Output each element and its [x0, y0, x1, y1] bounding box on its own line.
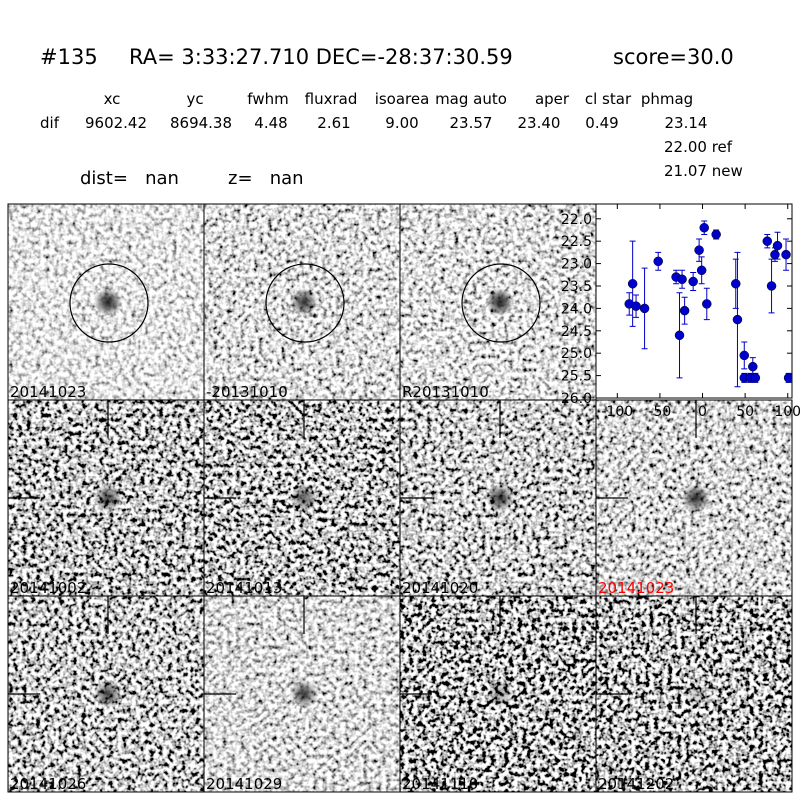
- y-tick-label: 25.0: [561, 346, 592, 362]
- source-blob: [94, 484, 122, 512]
- stamp-label: 20141023: [10, 383, 86, 401]
- row-label: dif: [40, 114, 60, 132]
- data-point: [731, 279, 741, 289]
- source-blob: [486, 484, 514, 512]
- column-header: yc: [186, 90, 203, 108]
- table-value: 0.49: [585, 114, 618, 132]
- source-blob: [486, 680, 514, 708]
- source-blob: [682, 680, 710, 708]
- data-point: [627, 279, 638, 289]
- x-tick-label: -50: [648, 404, 671, 420]
- table-value: 23.57: [450, 114, 493, 132]
- data-point: [750, 373, 761, 383]
- data-point: [711, 229, 721, 240]
- data-point: [739, 350, 750, 361]
- data-point: [762, 236, 773, 246]
- data-point: [770, 249, 780, 260]
- x-tick-label: 100: [774, 404, 800, 420]
- score: score=30.0: [613, 45, 734, 69]
- column-header: xc: [104, 90, 121, 108]
- y-tick-label: 23.5: [561, 279, 592, 295]
- source-blob: [682, 484, 710, 512]
- stamp-label: 20141002: [10, 579, 86, 597]
- y-tick-label: 22.0: [561, 212, 592, 228]
- aperture-circle: [69, 263, 149, 343]
- data-point: [688, 276, 698, 287]
- data-points: [624, 220, 792, 388]
- stamp-label: 20141110: [402, 775, 478, 793]
- data-point: [766, 281, 777, 291]
- stamp-label: 20141026: [10, 775, 86, 793]
- column-header: cl star: [585, 90, 632, 108]
- column-header: isoarea: [375, 90, 430, 108]
- data-point: [772, 240, 783, 251]
- object-id: #135: [40, 45, 98, 69]
- stamp-frame: [595, 595, 793, 793]
- stamp-label: 20141013: [206, 579, 282, 597]
- source-blob: [486, 288, 514, 316]
- source-blob: [94, 288, 122, 316]
- redshift: z= nan: [228, 168, 304, 189]
- column-header: aper: [535, 90, 570, 108]
- aperture-circle: [461, 263, 541, 343]
- phmag-new: 21.07 new: [664, 162, 743, 180]
- column-header: mag auto: [435, 90, 507, 108]
- x-tick-label: -100: [601, 404, 633, 420]
- data-point: [677, 274, 687, 285]
- data-point: [653, 256, 663, 267]
- source-blob: [290, 680, 318, 708]
- table-value: 8694.38: [170, 114, 232, 132]
- table-value: 9602.42: [85, 114, 147, 132]
- aperture-circle: [265, 263, 345, 343]
- data-point: [631, 301, 641, 311]
- table-value: 2.61: [317, 114, 350, 132]
- data-point: [702, 299, 712, 309]
- y-tick-label: 22.5: [561, 234, 592, 250]
- stamp-label: 20141023: [598, 579, 674, 597]
- source-blob: [290, 288, 318, 316]
- column-header: fluxrad: [305, 90, 358, 108]
- table-value: 9.00: [385, 114, 418, 132]
- table-value: 23.14: [665, 114, 708, 132]
- data-point: [639, 303, 650, 314]
- y-tick-label: 24.5: [561, 324, 592, 340]
- y-tick-label: 23.0: [561, 257, 592, 273]
- stamp-label: -20131010: [206, 383, 288, 401]
- stamp-label: R20131010: [402, 383, 489, 401]
- data-point: [732, 314, 743, 325]
- data-point: [781, 249, 791, 260]
- data-point: [748, 361, 758, 372]
- x-tick-label: 0: [698, 404, 707, 420]
- table-value: 4.48: [254, 114, 287, 132]
- data-point: [783, 373, 792, 383]
- phmag-ref: 22.00 ref: [664, 138, 733, 156]
- stamp-label: 20141029: [206, 775, 282, 793]
- source-blob: [290, 484, 318, 512]
- data-point: [694, 245, 704, 255]
- data-point: [679, 305, 690, 316]
- dist: dist= nan: [80, 168, 179, 189]
- source-blob: [94, 680, 122, 708]
- plot-area: [595, 203, 793, 399]
- column-header: fwhm: [247, 90, 288, 108]
- table-value: 23.40: [518, 114, 561, 132]
- x-tick-label: 50: [736, 404, 754, 420]
- stamp-label: 20141020: [402, 579, 478, 597]
- y-tick-label: 26.0: [561, 391, 592, 407]
- data-point: [674, 330, 685, 341]
- column-header: phmag: [641, 90, 693, 108]
- y-tick-label: 25.5: [561, 369, 592, 385]
- data-point: [696, 265, 707, 276]
- y-tick-label: 24.0: [561, 301, 592, 317]
- stamp-label: 20141202: [598, 775, 674, 793]
- coordinates: RA= 3:33:27.710 DEC=-28:37:30.59: [129, 45, 513, 69]
- data-point: [699, 222, 709, 233]
